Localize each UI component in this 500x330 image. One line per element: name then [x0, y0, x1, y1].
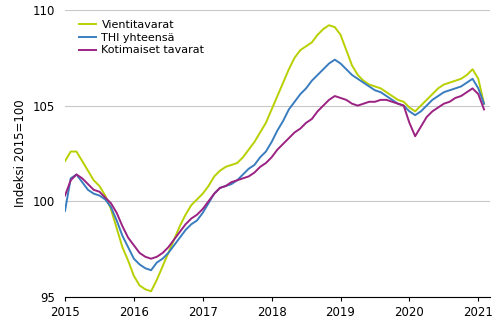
Y-axis label: Indeksi 2015=100: Indeksi 2015=100	[14, 100, 28, 207]
THI yhteensä	[154, 261, 160, 265]
THI yhteensä	[206, 201, 212, 205]
Vientitavarat	[206, 184, 212, 188]
THI yhteensä	[452, 86, 458, 90]
Vientitavarat	[160, 264, 166, 268]
Vientitavarat	[481, 102, 487, 106]
THI yhteensä	[148, 268, 154, 272]
Line: Kotimaiset tavarat: Kotimaiset tavarat	[65, 88, 484, 259]
Vientitavarat	[298, 48, 304, 52]
Kotimaiset tavarat	[481, 108, 487, 112]
THI yhteensä	[481, 102, 487, 106]
Kotimaiset tavarat	[470, 86, 476, 90]
Vientitavarat	[154, 278, 160, 282]
Vientitavarat	[148, 289, 154, 293]
Kotimaiset tavarat	[154, 255, 160, 259]
Kotimaiset tavarat	[62, 194, 68, 198]
Line: THI yhteensä: THI yhteensä	[65, 60, 484, 270]
Kotimaiset tavarat	[160, 251, 166, 255]
Vientitavarat	[62, 159, 68, 163]
Vientitavarat	[326, 23, 332, 27]
Legend: Vientitavarat, THI yhteensä, Kotimaiset tavarat: Vientitavarat, THI yhteensä, Kotimaiset …	[75, 16, 209, 60]
THI yhteensä	[298, 92, 304, 96]
Kotimaiset tavarat	[446, 100, 452, 104]
THI yhteensä	[332, 58, 338, 62]
Kotimaiset tavarat	[298, 127, 304, 131]
Kotimaiset tavarat	[206, 199, 212, 203]
Line: Vientitavarat: Vientitavarat	[65, 25, 484, 291]
Vientitavarat	[303, 44, 309, 48]
THI yhteensä	[160, 257, 166, 261]
THI yhteensä	[303, 86, 309, 90]
THI yhteensä	[62, 209, 68, 213]
Vientitavarat	[452, 79, 458, 83]
Kotimaiset tavarat	[303, 121, 309, 125]
Kotimaiset tavarat	[148, 257, 154, 261]
